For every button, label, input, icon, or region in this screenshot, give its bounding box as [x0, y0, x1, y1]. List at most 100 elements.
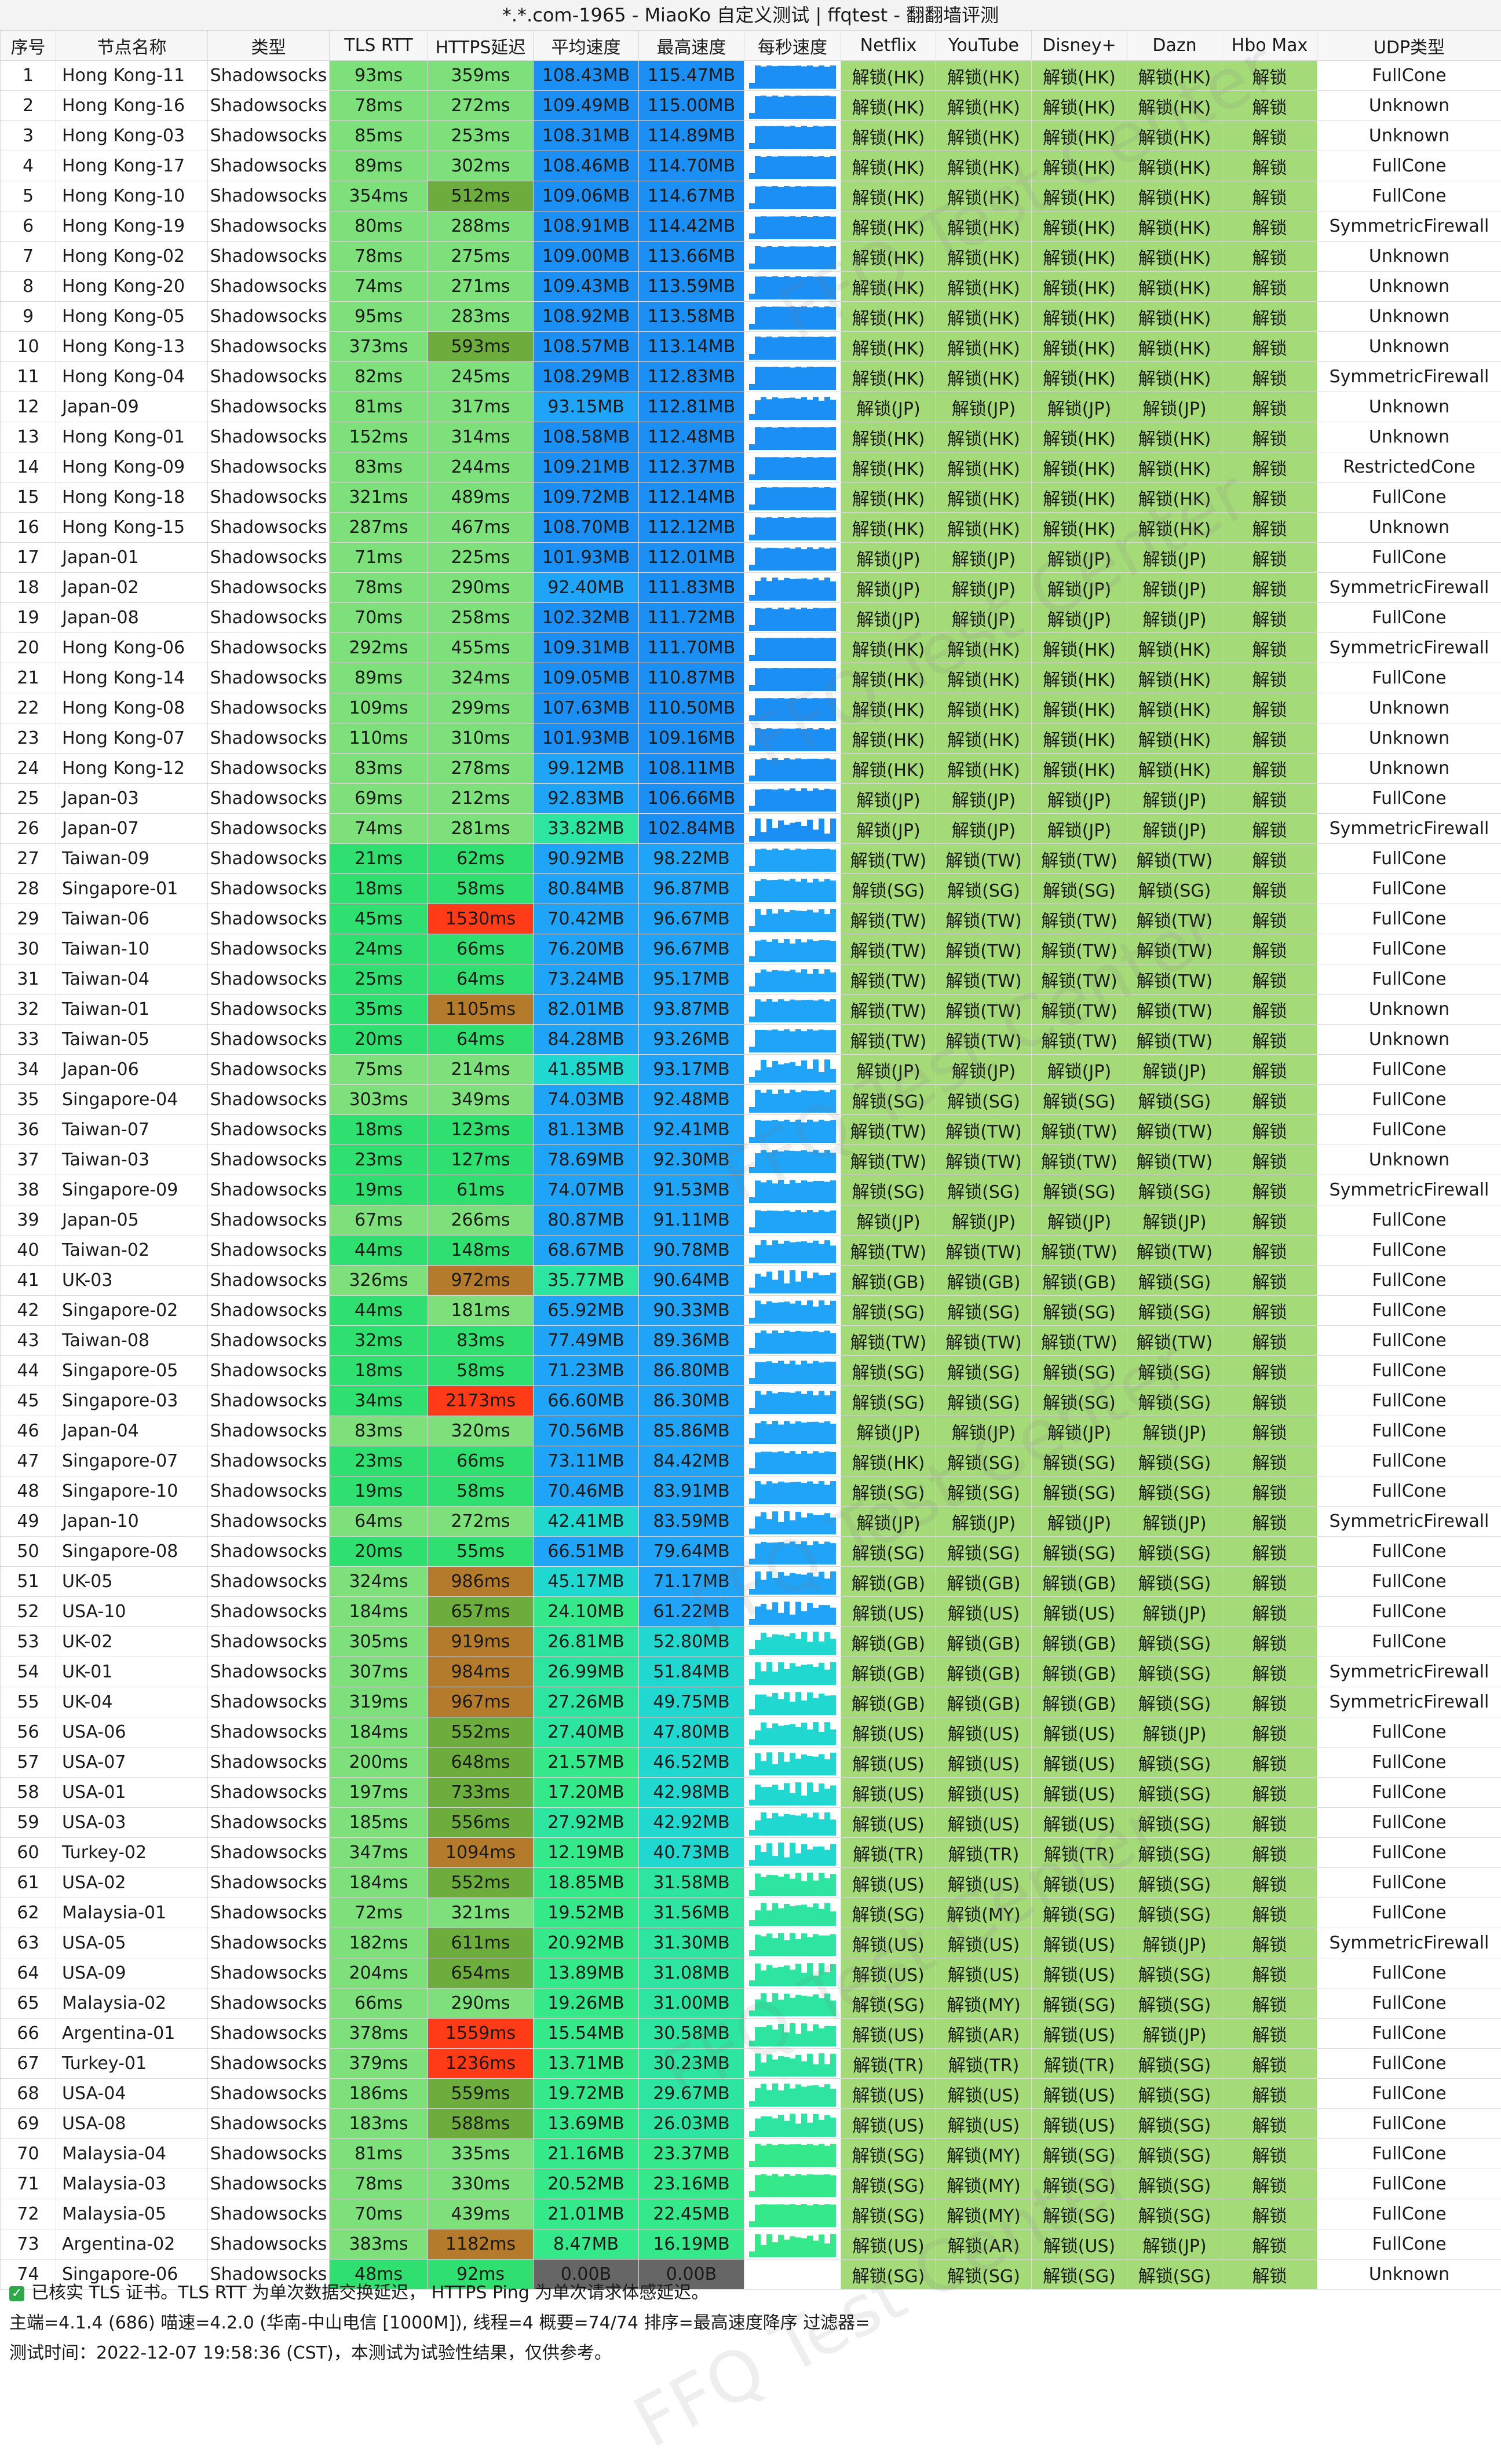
sparkline-bar	[778, 216, 784, 239]
node-type: Shadowsocks	[208, 1988, 330, 2019]
sparkline-bar	[790, 1332, 795, 1353]
disney-status: 解锁(JP)	[1032, 814, 1127, 844]
sparkline-bar	[772, 1279, 778, 1293]
sparkline-bar	[755, 1753, 761, 1775]
node-name: Hong Kong-08	[56, 693, 208, 723]
node-name: USA-07	[56, 1748, 208, 1778]
max-speed: 112.81MB	[639, 392, 744, 422]
sparkline-bar	[766, 1786, 772, 1805]
sparkline-bar	[801, 1813, 807, 1835]
hbo-max-status: 解锁	[1222, 934, 1317, 964]
sparkline-bar	[772, 577, 778, 601]
sparkline-bar	[778, 246, 784, 269]
hbo-max-status: 解锁	[1222, 1025, 1317, 1055]
sparkline-bar	[824, 940, 830, 962]
youtube-status: 解锁(HK)	[936, 482, 1032, 513]
node-name: UK-01	[56, 1657, 208, 1687]
sparkline-bar	[766, 941, 772, 962]
disney-status: 解锁(TW)	[1032, 1326, 1127, 1356]
sparkline-bar	[830, 581, 836, 600]
netflix-status: 解锁(US)	[841, 2079, 936, 2109]
tls-rtt: 326ms	[330, 1266, 428, 1296]
per-second-speed	[744, 1687, 841, 1717]
sparkline-bar	[807, 1069, 813, 1083]
sparkline-bar	[766, 1333, 772, 1354]
sparkline-bar	[749, 1529, 755, 1534]
sparkline-bar	[813, 758, 819, 781]
udp-type: FullCone	[1317, 934, 1501, 964]
tls-rtt: 64ms	[330, 1507, 428, 1537]
sparkline-bar	[772, 2083, 778, 2107]
sparkline-bar	[813, 1395, 819, 1413]
sparkline-bar	[755, 1845, 761, 1866]
udp-type: Unknown	[1317, 1145, 1501, 1175]
node-name: USA-08	[56, 2109, 208, 2139]
sparkline-bar	[813, 1903, 819, 1926]
sparkline-bar	[801, 2061, 807, 2076]
dazn-status: 解锁(SG)	[1127, 1958, 1222, 1988]
sparkline-bar	[766, 1697, 772, 1715]
sparkline-bar	[766, 789, 772, 811]
disney-status: 解锁(GB)	[1032, 1657, 1127, 1687]
sparkline-bar	[801, 668, 807, 691]
youtube-status: 解锁(US)	[936, 2109, 1032, 2139]
sparkline-bar	[784, 1636, 790, 1655]
avg-speed: 12.19MB	[534, 1838, 639, 1868]
row-index: 8	[1, 272, 56, 302]
sparkline-bar	[795, 1727, 801, 1745]
window-title: *.*.com-1965 - MiaoKo 自定义测试 | ffqtest - …	[0, 0, 1501, 31]
udp-type: FullCone	[1317, 663, 1501, 693]
disney-status: 解锁(HK)	[1032, 513, 1127, 543]
sparkline-bar	[772, 2145, 778, 2167]
node-type: Shadowsocks	[208, 1356, 330, 1386]
netflix-status: 解锁(HK)	[841, 91, 936, 121]
per-second-speed	[744, 1356, 841, 1386]
netflix-status: 解锁(TR)	[841, 2049, 936, 2079]
sparkline-bar	[755, 1120, 761, 1142]
disney-status: 解锁(HK)	[1032, 633, 1127, 663]
avg-speed: 21.57MB	[534, 1748, 639, 1778]
per-second-speed	[744, 452, 841, 482]
dazn-status: 解锁(JP)	[1127, 814, 1222, 844]
sparkline-bar	[807, 1391, 813, 1414]
sparkline-bar	[766, 1609, 772, 1624]
sparkline-bar	[819, 818, 824, 842]
sparkline-bar	[824, 367, 830, 389]
node-type: Shadowsocks	[208, 2229, 330, 2260]
hbo-max-status: 解锁	[1222, 663, 1317, 693]
sparkline-bar	[778, 398, 784, 419]
sparkline-bar	[766, 96, 772, 118]
per-second-speed	[744, 513, 841, 543]
node-name: Japan-04	[56, 1416, 208, 1446]
sparkline-bar	[749, 745, 755, 751]
row-index: 3	[1, 121, 56, 151]
max-speed: 85.86MB	[639, 1416, 744, 1446]
https-latency: 271ms	[428, 272, 534, 302]
sparkline-bar	[813, 156, 819, 178]
sparkline-bar	[772, 517, 778, 540]
sparkline-bar	[790, 2058, 795, 2076]
sparkline-bar	[766, 1452, 772, 1474]
sparkline-bar	[784, 1283, 790, 1293]
sparkline-bar	[755, 698, 761, 721]
sparkline-bar	[778, 1662, 784, 1684]
row-index: 35	[1, 1085, 56, 1115]
sparkline-bar	[766, 1519, 772, 1534]
sparkline-bar	[772, 1813, 778, 1836]
sparkline-bar	[790, 2023, 795, 2046]
max-speed: 92.41MB	[639, 1115, 744, 1145]
sparkline-bar	[807, 96, 813, 119]
sparkline-bar	[766, 1030, 772, 1052]
node-type: Shadowsocks	[208, 1085, 330, 1115]
speed-sparkline	[749, 1238, 836, 1263]
sparkline-bar	[807, 1873, 813, 1896]
avg-speed: 99.12MB	[534, 754, 639, 784]
tls-rtt: 197ms	[330, 1778, 428, 1808]
node-type: Shadowsocks	[208, 874, 330, 904]
disney-status: 解锁(JP)	[1032, 1416, 1127, 1446]
avg-speed: 80.87MB	[534, 1205, 639, 1235]
